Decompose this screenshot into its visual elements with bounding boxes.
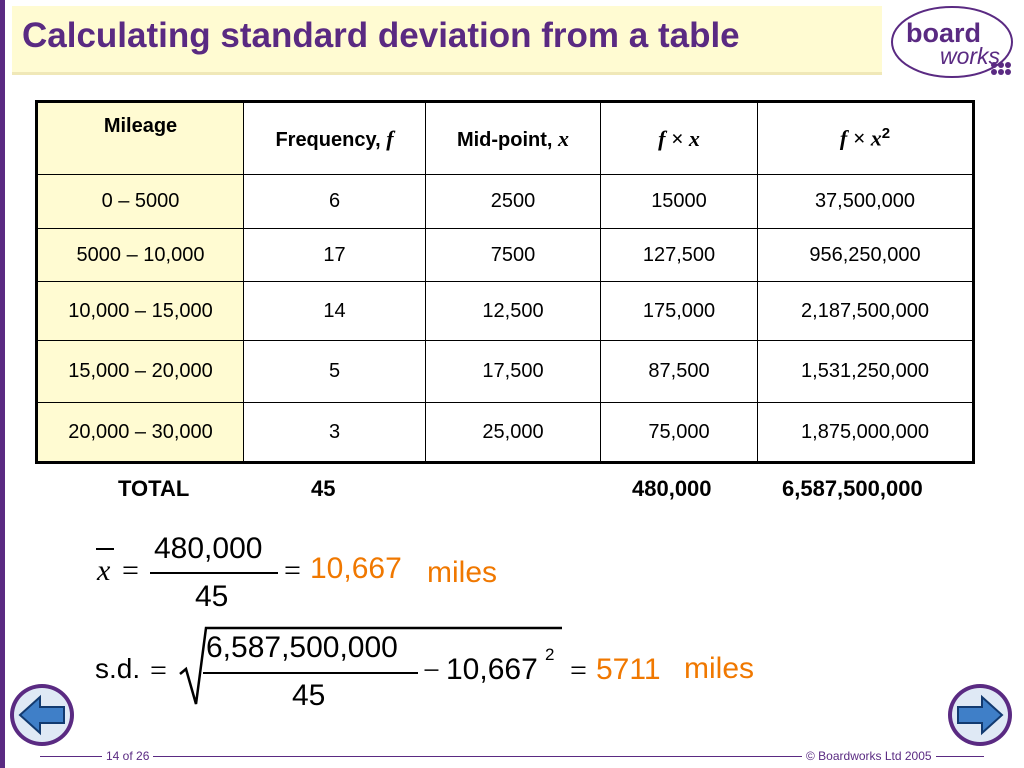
- cell-fx: 15000: [600, 174, 758, 229]
- sd-fraction-line: [203, 672, 418, 674]
- mean-unit: miles: [427, 556, 498, 589]
- boardworks-logo: board works: [891, 6, 1013, 78]
- table-row: 5000 – 10,000 17 7500 127,500 956,250,00…: [36, 228, 974, 282]
- header-frequency-label: Frequency,: [275, 128, 387, 151]
- logo-text-board: board: [906, 18, 981, 48]
- logo-text-works: works: [940, 43, 1001, 69]
- cell-fx: 75,000: [600, 402, 758, 463]
- sd-label: s.d.: [95, 653, 141, 684]
- cell-range: 20,000 – 30,000: [36, 402, 244, 463]
- cell-midpoint: 25,000: [425, 402, 601, 463]
- square-root-sign: [179, 626, 562, 705]
- cell-midpoint: 17,500: [425, 340, 601, 403]
- mean-denominator: 45: [195, 580, 229, 613]
- cell-fx2: 37,500,000: [757, 174, 974, 229]
- table-header-row: Mileage Frequency, f Mid-point, x f × x …: [36, 101, 974, 175]
- header-fx2: f × x2: [757, 101, 974, 175]
- equals-sign: =: [150, 654, 167, 687]
- header-divider: [12, 72, 882, 75]
- cell-range: 0 – 5000: [36, 174, 244, 229]
- footer-rule: [40, 756, 984, 757]
- table-row: 10,000 – 15,000 14 12,500 175,000 2,187,…: [36, 281, 974, 341]
- cell-range: 10,000 – 15,000: [36, 281, 244, 341]
- table-row: 20,000 – 30,000 3 25,000 75,000 1,875,00…: [36, 402, 974, 463]
- page-counter: 14 of 26: [102, 749, 154, 763]
- header-band: [12, 6, 882, 72]
- table-row: 15,000 – 20,000 5 17,500 87,500 1,531,25…: [36, 340, 974, 403]
- cell-frequency: 17: [243, 228, 426, 282]
- table-row: 0 – 5000 6 2500 15000 37,500,000: [36, 174, 974, 229]
- mean-fraction-line: [150, 572, 278, 574]
- header-midpoint-label: Mid-point,: [456, 128, 559, 151]
- mean-numerator: 480,000: [154, 532, 263, 565]
- cell-midpoint: 12,500: [425, 281, 601, 341]
- header-fx: f × x: [600, 101, 758, 175]
- cell-midpoint: 2500: [425, 174, 601, 229]
- cell-fx2: 2,187,500,000: [757, 281, 974, 341]
- cell-frequency: 6: [243, 174, 426, 229]
- cell-midpoint: 7500: [425, 228, 601, 282]
- cell-frequency: 3: [243, 402, 426, 463]
- header-frequency-var: f: [386, 125, 394, 151]
- copyright-notice: © Boardworks Ltd 2005: [802, 749, 936, 763]
- page-title: Calculating standard deviation from a ta…: [22, 16, 740, 55]
- header-midpoint: Mid-point, x: [425, 101, 601, 175]
- arrow-left-icon: [18, 694, 65, 736]
- total-label: TOTAL: [118, 476, 190, 501]
- mean-symbol: x: [97, 554, 111, 587]
- frequency-table: Mileage Frequency, f Mid-point, x f × x …: [35, 100, 975, 464]
- header-fx-label: f × x: [658, 125, 700, 151]
- next-slide-button[interactable]: [946, 682, 1014, 748]
- equals-sign: =: [284, 554, 301, 587]
- previous-slide-button[interactable]: [8, 682, 76, 748]
- mean-bar: [96, 548, 114, 550]
- header-frequency: Frequency, f: [243, 101, 426, 175]
- left-accent-bar: [0, 0, 5, 768]
- sd-result: 5711: [596, 653, 661, 686]
- sd-unit: miles: [684, 652, 755, 685]
- cell-fx: 127,500: [600, 228, 758, 282]
- equals-sign: =: [122, 554, 139, 587]
- sd-numerator: 6,587,500,000: [206, 631, 398, 664]
- header-fx2-label: f × x: [839, 125, 882, 151]
- sd-denominator: 45: [292, 679, 326, 712]
- arrow-right-icon: [957, 694, 1004, 736]
- total-fx2: 6,587,500,000: [782, 476, 923, 501]
- cell-range: 5000 – 10,000: [36, 228, 244, 282]
- sd-mean-exponent: 2: [545, 645, 555, 664]
- header-mileage: Mileage: [36, 101, 244, 175]
- total-frequency: 45: [311, 476, 336, 501]
- header-midpoint-var: x: [558, 125, 570, 151]
- cell-frequency: 5: [243, 340, 426, 403]
- cell-fx: 175,000: [600, 281, 758, 341]
- cell-fx2: 1,875,000,000: [757, 402, 974, 463]
- cell-range: 15,000 – 20,000: [36, 340, 244, 403]
- cell-fx2: 1,531,250,000: [757, 340, 974, 403]
- sd-mean-term: 10,667: [446, 653, 538, 686]
- header-fx2-exponent: 2: [881, 125, 891, 143]
- equals-sign: =: [570, 654, 587, 687]
- cell-fx2: 956,250,000: [757, 228, 974, 282]
- total-fx: 480,000: [632, 476, 712, 501]
- minus-sign: −: [423, 654, 440, 687]
- mean-result: 10,667: [310, 552, 402, 585]
- cell-fx: 87,500: [600, 340, 758, 403]
- cell-frequency: 14: [243, 281, 426, 341]
